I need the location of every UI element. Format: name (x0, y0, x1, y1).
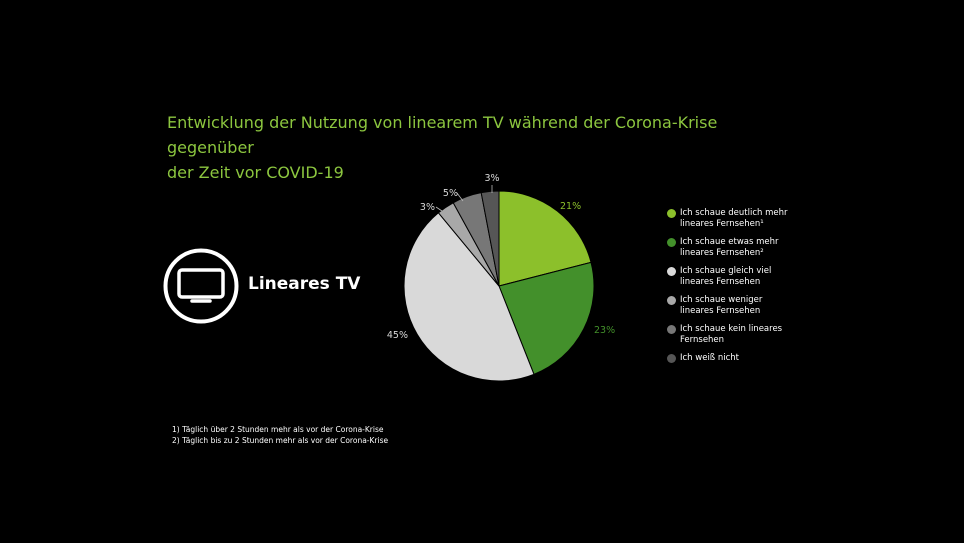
legend-label: lineares Fernsehen (680, 277, 761, 287)
chart-title: Entwicklung der Nutzung von linearem TV … (167, 110, 787, 185)
legend-swatch (667, 354, 676, 363)
legend-item: Ich schaue deutlich mehr lineares Fernseh… (667, 208, 817, 230)
footnote-1: 1) Täglich über 2 Stunden mehr als vor d… (172, 425, 384, 434)
legend-label: Ich schaue deutlich mehr (680, 208, 788, 218)
legend-label: Ich schaue weniger (680, 295, 763, 305)
pie-slice (403, 212, 535, 382)
pie-slice (480, 190, 500, 287)
tv-icon (163, 248, 239, 324)
data-label: 3% (484, 173, 499, 184)
legend-swatch (667, 267, 676, 276)
data-label: 45% (387, 330, 408, 341)
data-label: 21% (560, 201, 581, 212)
pie-slice (498, 190, 592, 287)
data-label: 23% (594, 325, 615, 336)
leader-line (435, 206, 443, 212)
tv-label: Lineares TV (248, 274, 361, 294)
legend-item: Ich schaue weniger lineares Fernsehen (667, 295, 817, 317)
leader-line (456, 192, 464, 202)
legend-label: lineares Fernsehen (680, 306, 761, 316)
legend-swatch (667, 296, 676, 305)
legend-swatch (667, 209, 676, 218)
data-label: 3% (420, 202, 435, 213)
chart-title-line-2: der Zeit vor COVID-19 (167, 163, 344, 182)
chart-legend: Ich schaue deutlich mehr lineares Fernseh… (667, 208, 817, 371)
legend-label: Ich schaue etwas mehr (680, 237, 779, 247)
data-label: 5% (443, 188, 458, 199)
legend-item: Ich schaue etwas mehr lineares Fernsehen² (667, 237, 817, 259)
legend-swatch (667, 325, 676, 334)
pie-slice (498, 261, 595, 375)
chart-title-line-1: Entwicklung der Nutzung von linearem TV … (167, 113, 718, 157)
footnote-2: 2) Täglich bis zu 2 Stunden mehr als vor… (172, 436, 389, 445)
legend-label: Ich schaue kein lineares (680, 324, 783, 334)
legend-item: Ich schaue gleich viel lineares Fernsehen (667, 266, 817, 288)
legend-label: lineares Fernsehen¹ (680, 219, 764, 229)
footnotes: 1) Täglich über 2 Stunden mehr als vor d… (172, 424, 388, 446)
legend-swatch (667, 238, 676, 247)
legend-label: Ich schaue gleich viel (680, 266, 772, 276)
legend-label: lineares Fernsehen² (680, 248, 764, 258)
legend-item: Ich schaue kein lineares Fernsehen (667, 324, 817, 346)
legend-label: Ich weiß nicht (680, 353, 740, 363)
legend-item: Ich weiß nicht (667, 353, 817, 364)
legend-label: Fernsehen (680, 335, 725, 345)
